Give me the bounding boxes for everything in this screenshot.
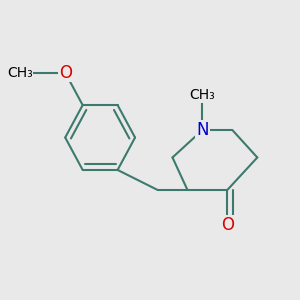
Text: O: O xyxy=(221,216,234,234)
Text: CH₃: CH₃ xyxy=(190,88,215,102)
Text: CH₃: CH₃ xyxy=(7,66,33,80)
Text: N: N xyxy=(196,121,209,139)
Text: O: O xyxy=(59,64,72,82)
